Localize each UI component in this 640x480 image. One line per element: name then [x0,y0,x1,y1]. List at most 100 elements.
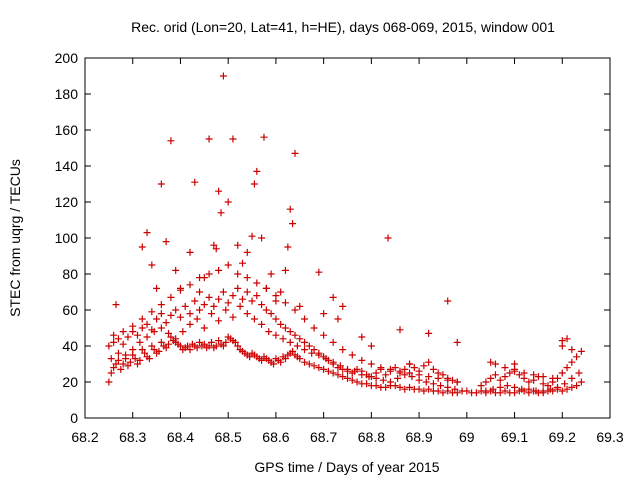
data-point [186,320,194,328]
data-point [394,374,402,382]
data-point [243,248,251,256]
data-point [358,333,366,341]
data-point [272,331,280,339]
data-point [320,331,328,339]
data-point [157,301,165,309]
data-point [191,178,199,186]
data-point [215,317,223,325]
data-point [229,135,237,143]
data-point [172,335,180,343]
data-point [336,362,344,370]
data-point [134,331,141,339]
data-point [487,358,495,366]
data-point [525,378,533,386]
data-point [339,302,347,310]
data-point [155,347,163,355]
data-point [167,137,175,145]
data-point [315,364,323,372]
data-point [453,389,461,397]
data-point [563,335,571,343]
data-point [234,270,242,278]
data-point [291,331,299,339]
data-point [215,295,223,303]
data-point [136,356,144,364]
data-point [234,241,242,249]
data-point [289,347,297,355]
data-point [210,302,218,310]
data-point [207,310,215,318]
data-point [554,383,561,391]
data-point [491,371,499,379]
data-point [215,187,223,195]
data-point [114,349,122,357]
data-point [165,329,173,337]
data-point [119,328,127,336]
data-point [496,383,504,391]
data-point [291,306,299,314]
data-point [176,342,184,350]
data-point [406,369,414,377]
data-points [105,72,585,397]
data-point [315,351,323,359]
data-point [150,328,158,336]
data-point [153,315,161,323]
data-point [224,299,232,307]
data-point [315,268,323,276]
data-point [157,324,165,332]
data-point [444,383,452,391]
data-point [143,229,151,237]
data-point [196,288,204,296]
y-tick-label: 80 [62,266,78,282]
data-point [172,266,180,274]
data-point [217,209,225,217]
data-point [205,270,213,278]
x-tick-label: 69.2 [549,429,576,445]
data-point [289,220,297,228]
data-point [145,355,153,363]
data-point [167,293,175,301]
data-point [539,387,547,395]
data-point [138,324,146,332]
y-tick-label: 40 [62,338,78,354]
data-point [477,382,485,390]
data-point [358,356,366,364]
data-point [539,373,547,381]
data-point [122,351,130,359]
data-point [212,342,220,350]
data-point [167,333,175,341]
data-point [444,376,452,384]
data-point [482,387,490,395]
data-point [563,364,571,372]
data-point [200,301,208,309]
data-point [258,234,266,242]
data-point [131,355,139,363]
data-point [301,358,309,366]
data-point [439,371,447,379]
data-point [463,387,471,395]
data-point [429,380,437,388]
data-point [425,385,433,393]
y-tick-label: 160 [55,122,79,138]
data-point [344,365,351,373]
data-point [568,383,576,391]
data-point [253,167,261,175]
data-point [301,315,309,323]
data-point [219,342,227,350]
data-point [270,360,278,368]
x-tick-label: 68.5 [215,429,242,445]
data-point [281,266,289,274]
data-point [117,365,125,373]
data-point [105,378,113,386]
data-point [148,342,156,350]
data-point [334,371,342,379]
data-point [181,302,189,310]
data-point [248,232,256,240]
data-point [112,360,120,368]
data-point [286,328,294,336]
data-point [530,371,538,379]
data-point [322,355,330,363]
data-point [279,335,287,343]
data-point [496,376,504,384]
data-point [134,360,141,368]
data-point [329,338,337,346]
